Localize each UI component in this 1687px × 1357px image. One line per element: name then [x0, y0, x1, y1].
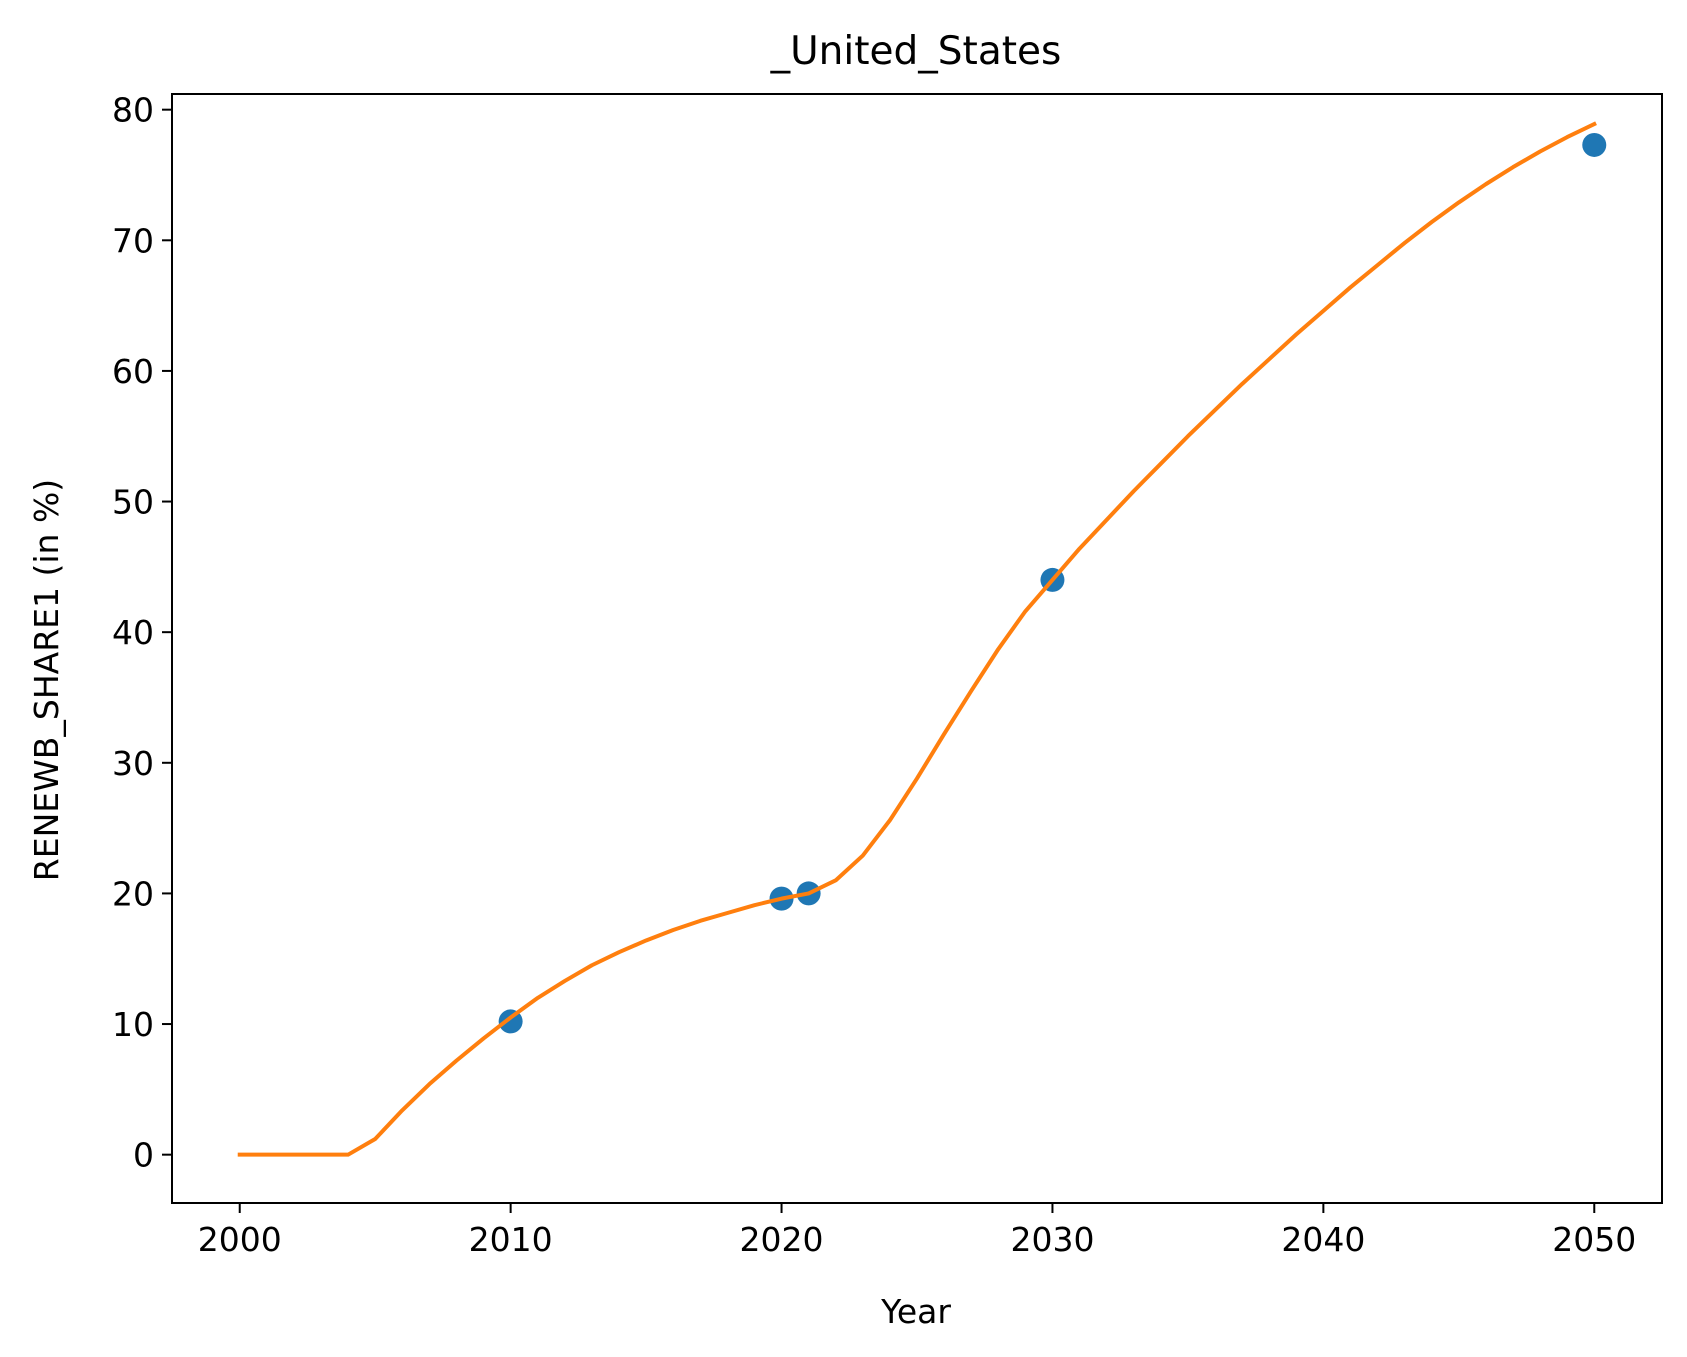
plot-area	[237, 121, 1607, 1157]
x-tick-label: 2000	[198, 1220, 282, 1259]
x-tick-label: 2050	[1552, 1220, 1636, 1259]
y-tick-label: 60	[112, 352, 154, 391]
axes: 2000 2010 2020 2030 2040 20500102030405060708…	[112, 91, 1663, 1259]
y-axis-title: RENEWB_SHARE1 (in %)	[27, 479, 66, 881]
x-tick-label: 2040	[1281, 1220, 1365, 1259]
y-tick-label: 0	[133, 1136, 154, 1175]
y-tick-label: 50	[112, 483, 154, 522]
y-tick-label: 10	[112, 1005, 154, 1044]
series-line	[237, 121, 1597, 1157]
y-tick-label: 20	[112, 874, 154, 913]
x-tick-label: 2030	[1010, 1220, 1094, 1259]
y-tick-label: 70	[112, 221, 154, 260]
y-tick-label: 30	[112, 744, 154, 783]
x-tick-label: 2010	[469, 1220, 553, 1259]
data-point	[1582, 132, 1607, 157]
x-axis-title: Year	[880, 1292, 951, 1331]
chart-title: _United_States	[770, 29, 1062, 74]
plot-frame	[171, 93, 1663, 1204]
x-tick-label: 2020	[740, 1220, 824, 1259]
y-tick-label: 80	[112, 91, 154, 130]
y-tick-label: 40	[112, 613, 154, 652]
